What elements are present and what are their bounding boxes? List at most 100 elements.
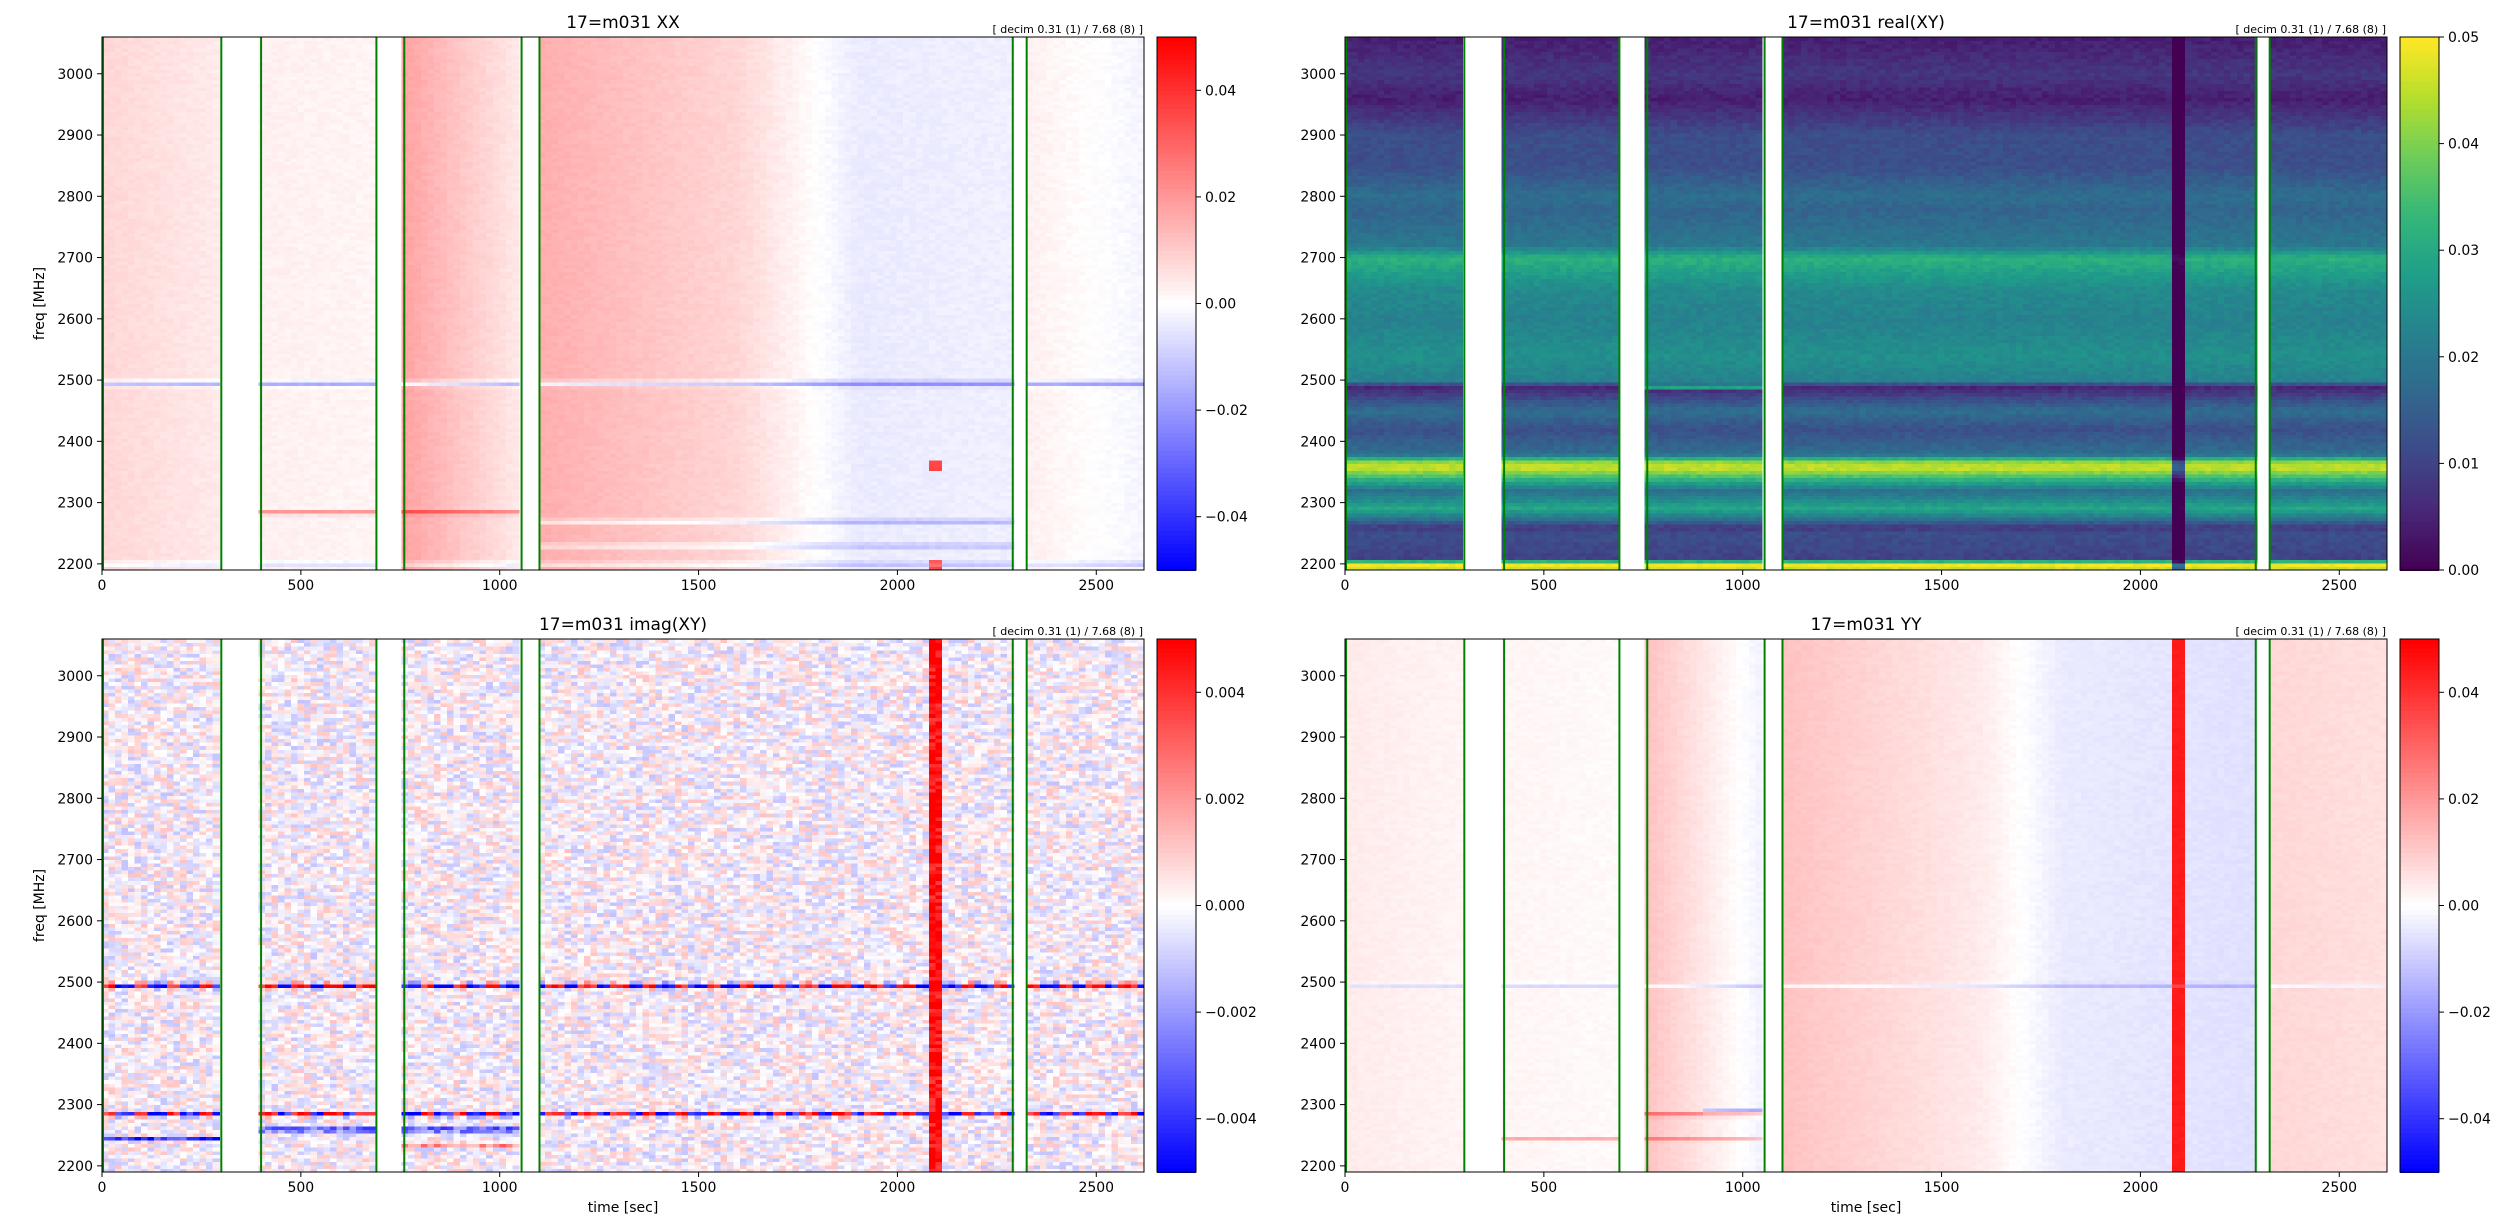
heatmap-cell (122, 122, 129, 126)
heatmap-cell (141, 407, 148, 411)
heatmap-cell (122, 563, 129, 567)
heatmap-cell (109, 48, 116, 52)
heatmap-cell (135, 208, 142, 212)
heatmap-cell (115, 534, 122, 538)
heatmap-cell (148, 48, 155, 52)
heatmap-cell (148, 126, 155, 130)
heatmap-cell (135, 385, 142, 389)
heatmap-cell (115, 126, 122, 130)
heatmap-cell (135, 211, 142, 215)
heatmap-cell (128, 314, 135, 318)
heatmap-cell (141, 399, 148, 403)
heatmap-cell (148, 375, 155, 379)
heatmap-cell (128, 147, 135, 151)
heatmap-cell (148, 293, 155, 297)
heatmap-cell (115, 552, 122, 556)
heatmap-cell (148, 240, 155, 244)
heatmap-cell (141, 346, 148, 350)
heatmap-cell (115, 531, 122, 535)
heatmap-cell (109, 495, 116, 499)
heatmap-cell (109, 424, 116, 428)
heatmap-cell (135, 328, 142, 332)
heatmap-cell (122, 307, 129, 311)
heatmap-cell (141, 197, 148, 201)
heatmap-cell (122, 424, 129, 428)
heatmap-cell (141, 179, 148, 183)
heatmap-cell (122, 119, 129, 123)
heatmap-cell (115, 428, 122, 432)
heatmap-cell (128, 133, 135, 137)
heatmap-cell (115, 90, 122, 94)
heatmap-cell (148, 545, 155, 549)
heatmap-cell (122, 542, 129, 546)
heatmap-cell (141, 293, 148, 297)
heatmap-cell (109, 218, 116, 222)
heatmap-cell (141, 502, 148, 506)
heatmap-cell (109, 563, 116, 567)
heatmap-cell (148, 335, 155, 339)
heatmap-cell (141, 563, 148, 567)
heatmap-cell (115, 129, 122, 133)
heatmap-cell (148, 144, 155, 148)
heatmap-cell (128, 506, 135, 510)
heatmap-cell (115, 328, 122, 332)
heatmap-cell (109, 136, 116, 140)
heatmap-cell (109, 158, 116, 162)
heatmap-cell (115, 289, 122, 293)
heatmap-cell (141, 80, 148, 84)
heatmap-cell (115, 197, 122, 201)
heatmap-cell (141, 151, 148, 155)
heatmap-cell (109, 456, 116, 460)
heatmap-cell (109, 215, 116, 219)
heatmap-cell (122, 80, 129, 84)
heatmap-cell (135, 492, 142, 496)
heatmap-cell (115, 105, 122, 109)
heatmap-cell (128, 215, 135, 219)
heatmap-cell (109, 392, 116, 396)
heatmap-cell (122, 325, 129, 329)
heatmap-cell (141, 463, 148, 467)
heatmap-cell (128, 126, 135, 130)
heatmap-cell (122, 499, 129, 503)
heatmap-cell (141, 140, 148, 144)
heatmap-cell (148, 147, 155, 151)
heatmap-cell (128, 449, 135, 453)
heatmap-cell (148, 296, 155, 300)
heatmap-cell (122, 197, 129, 201)
heatmap-cell (148, 531, 155, 535)
heatmap-cell (141, 275, 148, 279)
heatmap-cell (122, 247, 129, 251)
heatmap-cell (141, 136, 148, 140)
heatmap-cell (128, 176, 135, 180)
heatmap-cell (122, 140, 129, 144)
heatmap-cell (109, 538, 116, 542)
heatmap-cell (148, 119, 155, 123)
heatmap-cell (115, 403, 122, 407)
heatmap-cell (135, 499, 142, 503)
heatmap-cell (109, 69, 116, 73)
heatmap-cell (115, 471, 122, 475)
heatmap-cell (141, 186, 148, 190)
heatmap-cell (109, 474, 116, 478)
heatmap-cell (135, 534, 142, 538)
heatmap-cell (135, 375, 142, 379)
heatmap-cell (148, 424, 155, 428)
heatmap-cell (109, 257, 116, 261)
heatmap-cell (141, 328, 148, 332)
heatmap-cell (128, 41, 135, 45)
heatmap-cell (122, 378, 129, 382)
heatmap-cell (135, 122, 142, 126)
heatmap-cell (109, 133, 116, 137)
heatmap-cell (141, 193, 148, 197)
heatmap-cell (128, 304, 135, 308)
heatmap-cell (135, 513, 142, 517)
heatmap-cell (115, 364, 122, 368)
heatmap-cell (154, 542, 161, 546)
heatmap-cell (115, 208, 122, 212)
heatmap-cell (122, 225, 129, 229)
heatmap-cell (135, 80, 142, 84)
heatmap-cell (135, 51, 142, 55)
heatmap-cell (115, 378, 122, 382)
heatmap-cell (122, 446, 129, 450)
heatmap-cell (135, 236, 142, 240)
